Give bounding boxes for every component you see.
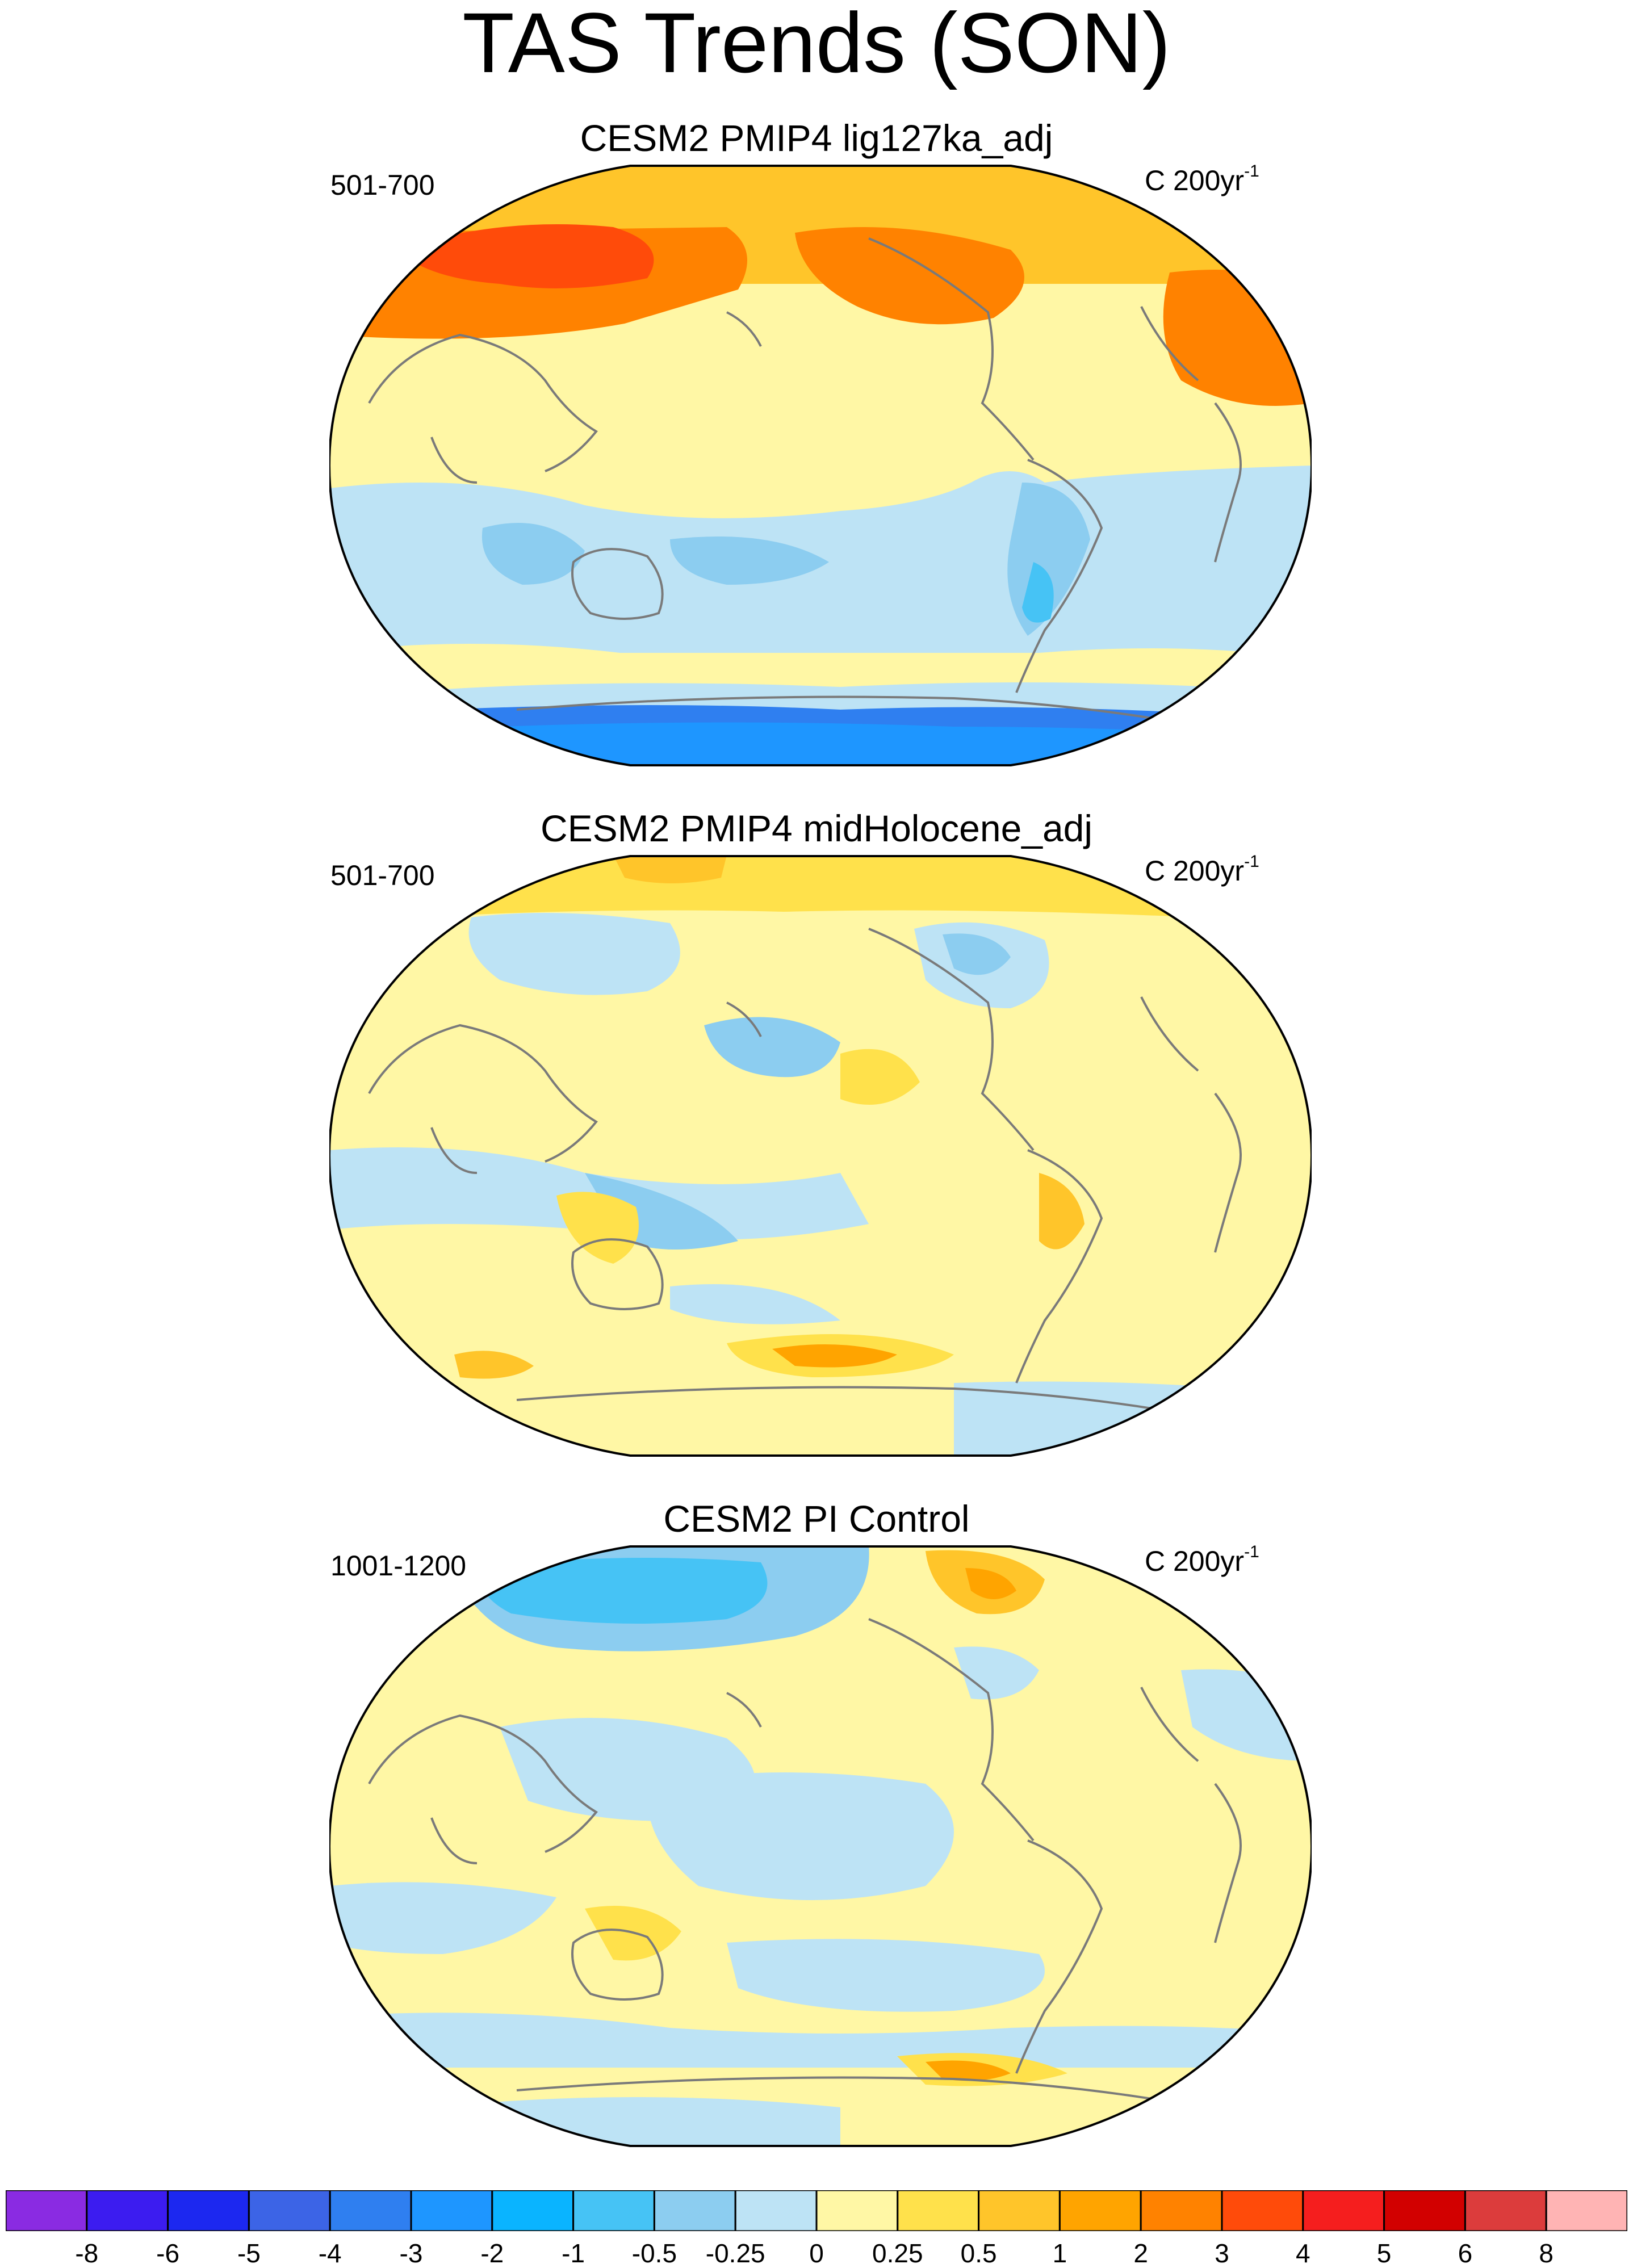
colorbar-tick-label: 6 bbox=[1458, 2238, 1473, 2268]
colorbar-swatch bbox=[653, 2190, 736, 2231]
colorbar-tick-label: -4 bbox=[318, 2238, 342, 2268]
panel-title: CESM2 PMIP4 midHolocene_adj bbox=[540, 807, 1093, 849]
colorbar-tick-label: -1 bbox=[562, 2238, 585, 2268]
robinson-map-lig127ka bbox=[329, 165, 1312, 766]
period-label: 1001-1200 bbox=[330, 1550, 467, 1582]
colorbar-tick-label: 5 bbox=[1376, 2238, 1392, 2268]
colorbar-swatch bbox=[572, 2190, 655, 2231]
colorbar-tick-label: 2 bbox=[1133, 2238, 1148, 2268]
colorbar-tick-label: -8 bbox=[75, 2238, 99, 2268]
colorbar-swatch bbox=[329, 2190, 412, 2231]
colorbar-swatch bbox=[815, 2190, 899, 2231]
colorbar-swatch bbox=[6, 2190, 88, 2231]
colorbar-swatch bbox=[1221, 2190, 1304, 2231]
robinson-map-midholocene bbox=[329, 855, 1312, 1457]
colorbar-tick-label: 3 bbox=[1215, 2238, 1229, 2268]
colorbar-swatch bbox=[1383, 2190, 1466, 2231]
panel-title: CESM2 PMIP4 lig127ka_adj bbox=[580, 117, 1053, 159]
colorbar-tick-label: 8 bbox=[1539, 2238, 1554, 2268]
colorbar-swatch bbox=[1545, 2190, 1627, 2231]
colorbar-tick-label: 0.25 bbox=[872, 2238, 923, 2268]
robinson-map-picontrol bbox=[329, 1545, 1312, 2147]
colorbar-swatch bbox=[248, 2190, 331, 2231]
figure-title: TAS Trends (SON) bbox=[462, 0, 1171, 90]
colorbar bbox=[6, 2190, 1627, 2231]
period-label: 501-700 bbox=[330, 860, 435, 891]
colorbar-swatch bbox=[734, 2190, 818, 2231]
colorbar-swatch bbox=[491, 2190, 575, 2231]
colorbar-tick-label: 4 bbox=[1296, 2238, 1310, 2268]
colorbar-swatch bbox=[410, 2190, 493, 2231]
colorbar-tick-label: 0 bbox=[809, 2238, 824, 2268]
colorbar-swatch bbox=[1058, 2190, 1142, 2231]
colorbar-tick-label: -0.25 bbox=[705, 2238, 765, 2268]
colorbar-tick-label: -0.5 bbox=[631, 2238, 677, 2268]
colorbar-swatch bbox=[1464, 2190, 1547, 2231]
panel-title: CESM2 PI Control bbox=[663, 1498, 970, 1540]
colorbar-swatch bbox=[897, 2190, 980, 2231]
colorbar-swatch bbox=[1302, 2190, 1385, 2231]
period-label: 501-700 bbox=[330, 169, 435, 201]
units-label: C 200yr-1 bbox=[1145, 162, 1259, 197]
colorbar-tick-label: -6 bbox=[156, 2238, 180, 2268]
colorbar-tick-label: 0.5 bbox=[960, 2238, 997, 2268]
colorbar-swatch bbox=[167, 2190, 250, 2231]
colorbar-swatch bbox=[978, 2190, 1061, 2231]
units-label: C 200yr-1 bbox=[1145, 852, 1259, 887]
units-label: C 200yr-1 bbox=[1145, 1542, 1259, 1578]
colorbar-swatch bbox=[86, 2190, 169, 2231]
colorbar-tick-label: -3 bbox=[399, 2238, 423, 2268]
colorbar-tick-label: 1 bbox=[1052, 2238, 1067, 2268]
colorbar-tick-label: -2 bbox=[480, 2238, 504, 2268]
colorbar-tick-label: -5 bbox=[237, 2238, 261, 2268]
colorbar-swatch bbox=[1140, 2190, 1223, 2231]
